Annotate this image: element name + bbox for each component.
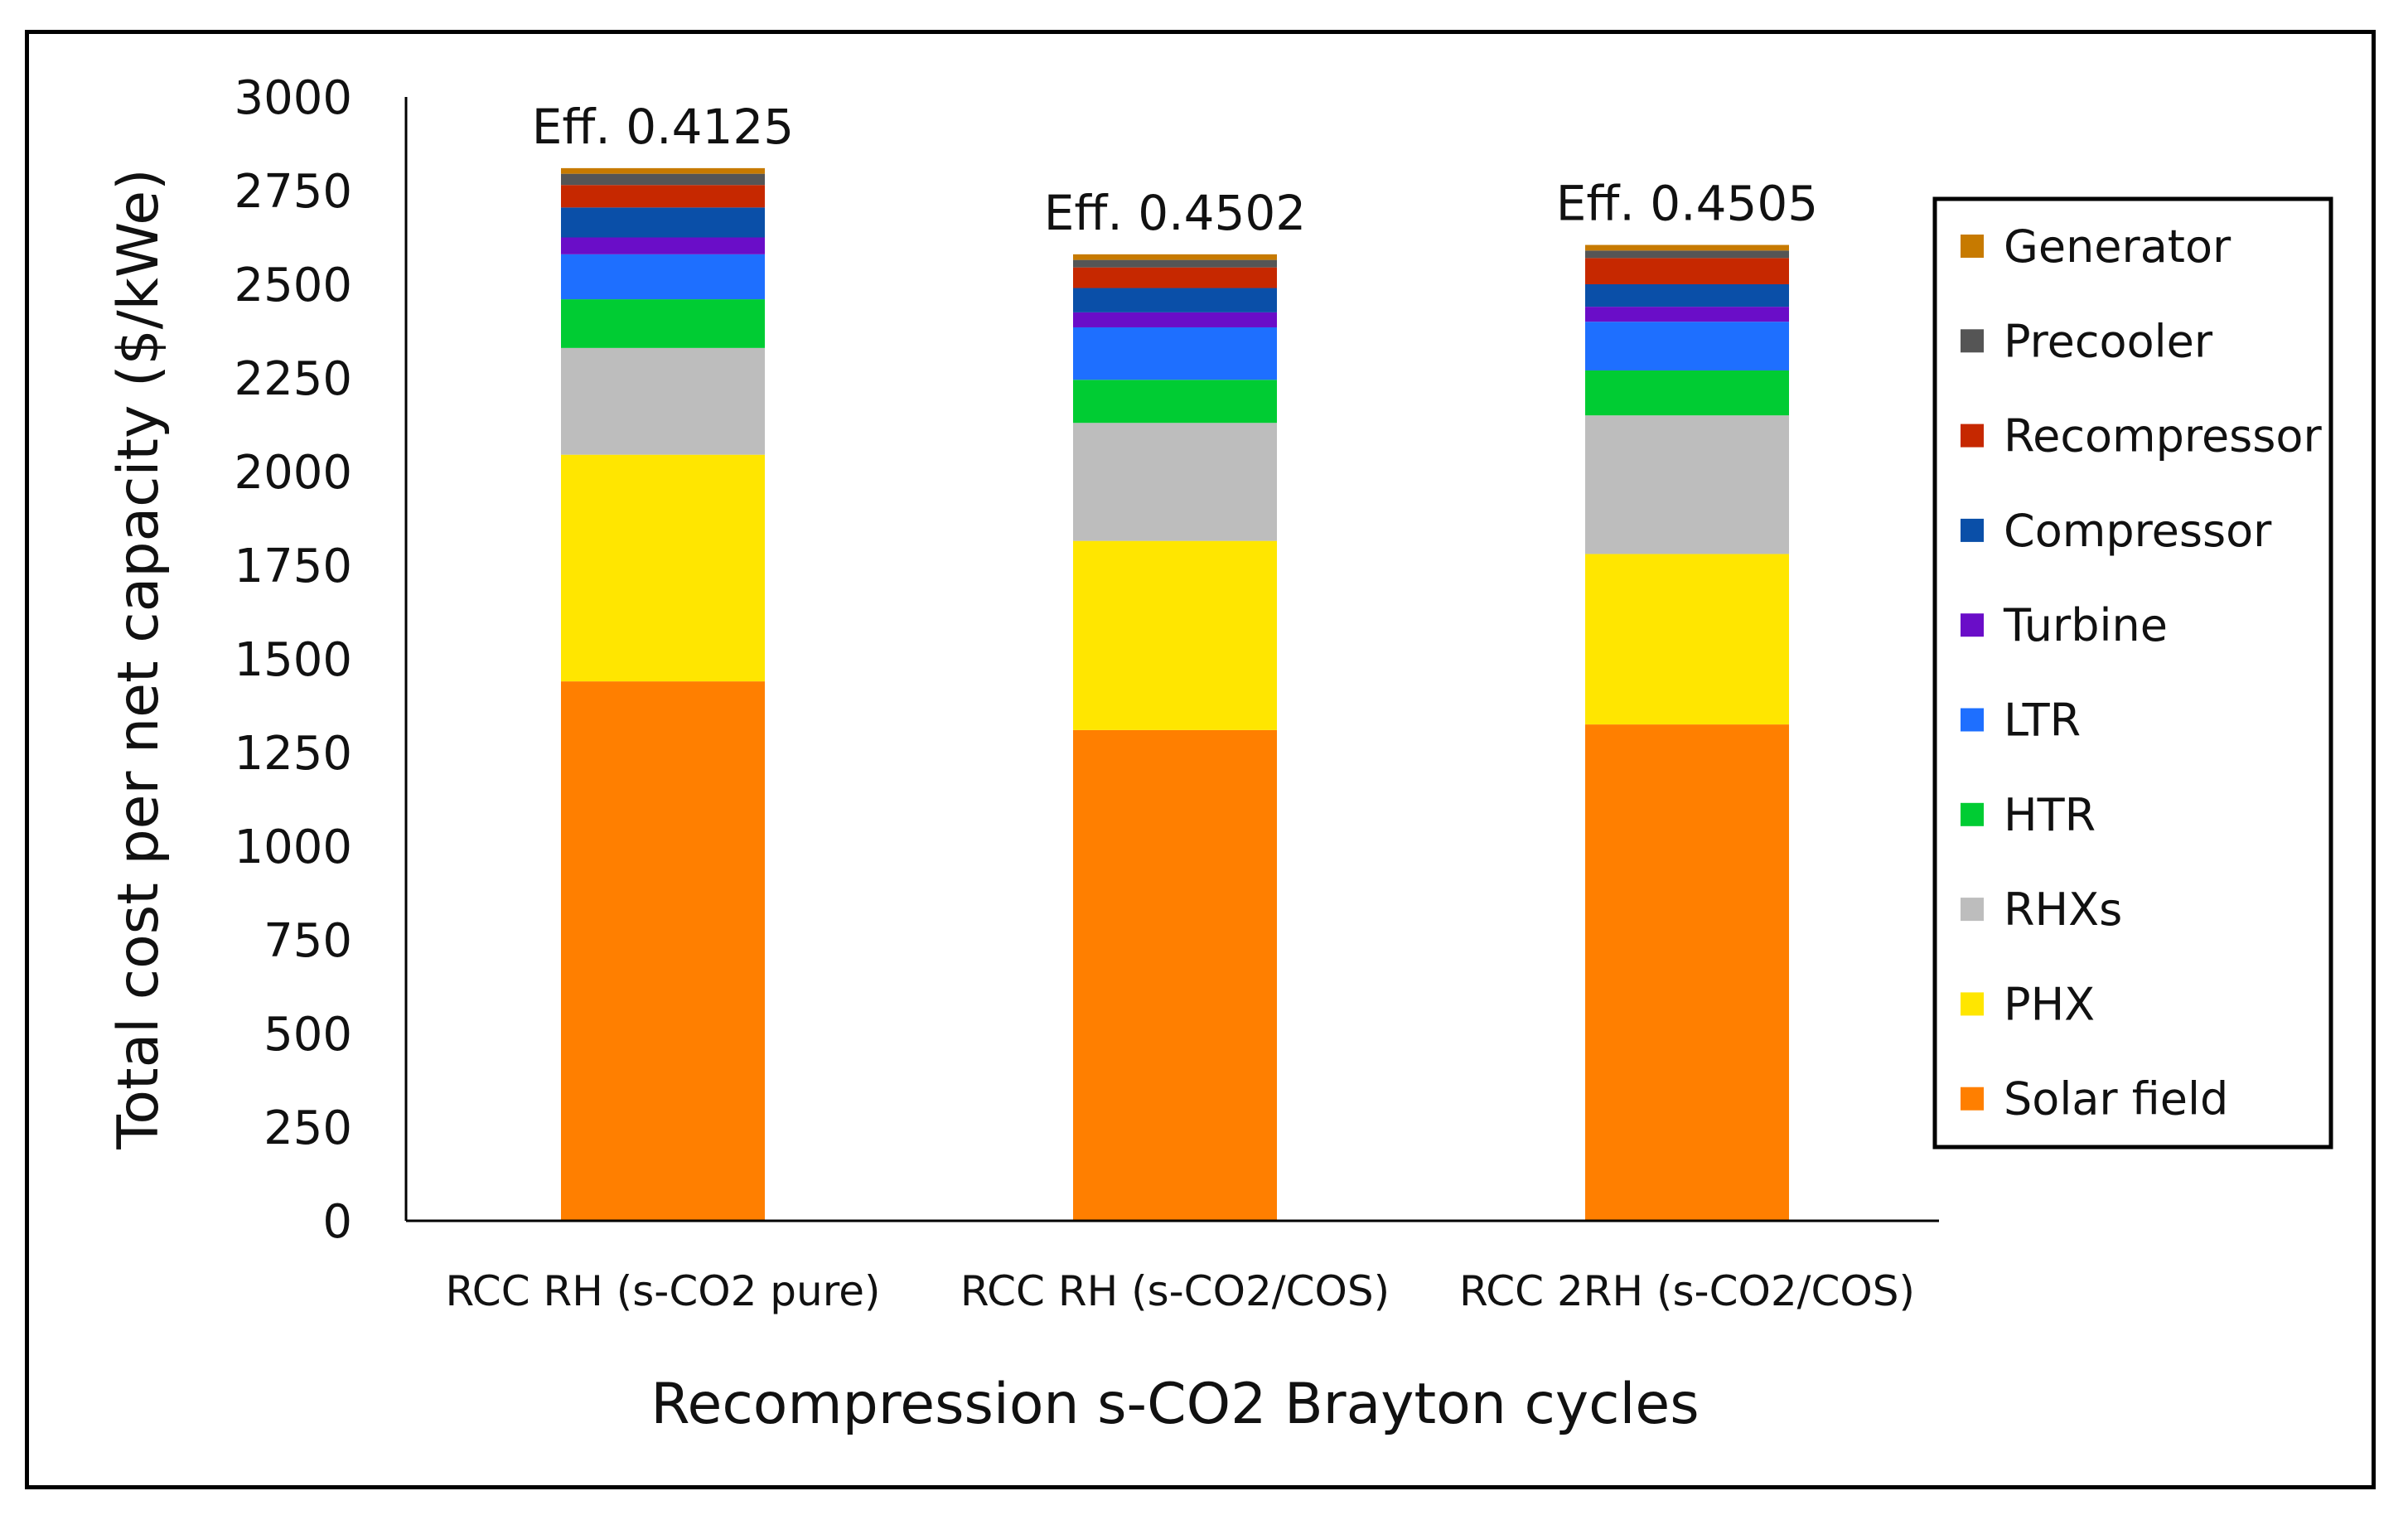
bar-segment-turbine [561,237,765,254]
legend-label: Turbine [2003,599,2168,651]
y-tick-label: 1500 [234,633,352,687]
y-tick-label: 2000 [234,446,352,500]
bar-segment-rhxs [561,347,765,455]
bar-segment-precooler [1073,259,1277,268]
y-axis-title: Total cost per net capacity ($/kWe) [106,168,172,1150]
category-label: RCC RH (s-CO2/COS) [960,1267,1390,1315]
bar-segment-compressor [1073,288,1277,312]
efficiency-annotations: Eff. 0.4125 Eff. 0.4502 Eff. 0.4505 [532,99,1818,241]
bars [561,167,1789,1221]
y-tick-label: 2500 [234,259,352,312]
bar-segment-ltr [1073,327,1277,380]
legend-swatch-htr [1961,802,1984,826]
y-tick-label: 3000 [234,71,352,125]
y-tick-label: 1750 [234,540,352,593]
legend-label: RHXs [2004,883,2122,936]
y-tick-label: 250 [264,1101,352,1155]
y-tick-label: 2750 [234,165,352,219]
bar-segment-solar-field [1073,729,1277,1221]
legend-label: PHX [2004,978,2095,1030]
bar-segment-generator [1073,254,1277,260]
legend-swatch-solar-field [1961,1087,1984,1111]
legend-label: HTR [2004,789,2096,841]
bar-segment-phx [561,454,765,682]
legend-label: Solar field [2004,1073,2228,1125]
legend-label: LTR [2004,695,2081,747]
bar-segment-solar-field [561,681,765,1221]
efficiency-label: Eff. 0.4502 [1044,185,1306,241]
legend-swatch-generator [1961,235,1984,258]
legend-label: Generator [2004,220,2232,273]
legend-label: Recompressor [2004,410,2322,462]
efficiency-label: Eff. 0.4505 [1556,176,1818,232]
efficiency-label: Eff. 0.4125 [532,99,794,155]
legend: Generator Precooler Recompressor Compressor… [1932,196,2333,1150]
bar-segment-generator [1585,244,1789,251]
legend-swatch-rhxs [1961,898,1984,922]
legend-swatch-precooler [1961,329,1984,353]
legend-swatch-ltr [1961,708,1984,732]
y-tick-label: 750 [264,914,352,968]
bar-segment-precooler [1585,250,1789,259]
bar-segment-ltr [1585,322,1789,370]
bar-segment-recompressor [561,185,765,208]
bar-segment-turbine [1073,312,1277,327]
bar-segment-generator [561,167,765,174]
bar-segment-phx [1073,540,1277,730]
bar-segment-compressor [561,207,765,238]
bar-segment-htr [1073,380,1277,424]
category-labels: RCC RH (s-CO2 pure) RCC RH (s-CO2/COS) RCC… [446,1267,1916,1315]
y-tick-label: 1250 [234,727,352,781]
category-label: RCC 2RH (s-CO2/COS) [1459,1267,1915,1315]
legend-label: Precooler [2004,315,2213,367]
y-axis-ticks: 0 250 500 750 1000 1250 1500 1750 2000 2250 2500 27… [234,71,352,1249]
y-tick-label: 2250 [234,352,352,406]
bar-segment-rhxs [1585,415,1789,554]
bar-segment-htr [1585,370,1789,416]
x-axis-title: Recompression s-CO2 Brayton cycles [650,1372,1699,1437]
bar-segment-htr [561,299,765,348]
legend-swatch-recompressor [1961,424,1984,448]
legend-box [1932,196,2333,1150]
bar-segment-recompressor [1585,258,1789,284]
bar-segment-turbine [1585,307,1789,322]
bar-segment-solar-field [1585,724,1789,1221]
legend-swatch-compressor [1961,518,1984,542]
legend-swatch-turbine [1961,613,1984,637]
bar-segment-ltr [561,254,765,300]
bar-segment-rhxs [1073,423,1277,541]
y-tick-label: 1000 [234,821,352,874]
category-label: RCC RH (s-CO2 pure) [446,1267,881,1315]
bar-segment-recompressor [1073,267,1277,288]
legend-label: Compressor [2004,505,2272,557]
legend-swatch-phx [1961,992,1984,1016]
y-tick-label: 500 [264,1008,352,1062]
y-tick-label: 0 [322,1195,352,1249]
bar-segment-compressor [1585,284,1789,307]
bar-segment-precooler [561,173,765,186]
bar-segment-phx [1585,554,1789,725]
